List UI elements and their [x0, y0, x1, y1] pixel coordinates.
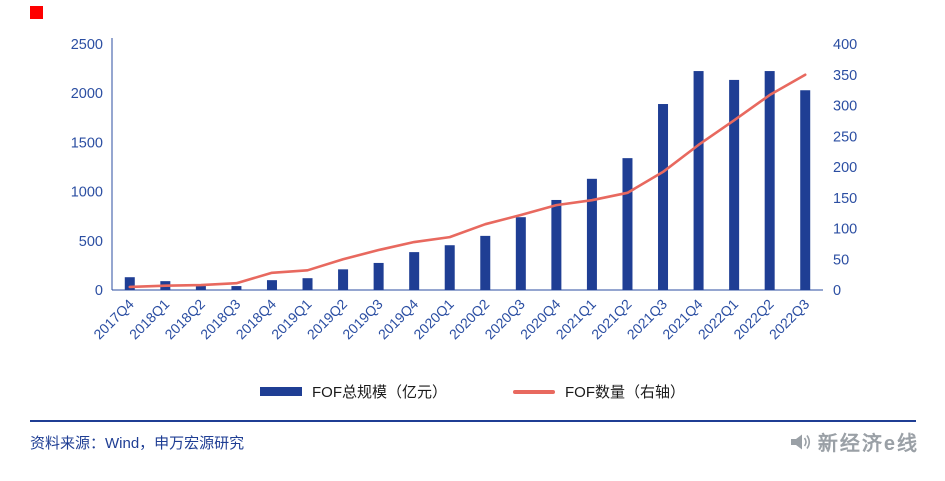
fof-count-line	[128, 73, 807, 289]
bar-2018Q3	[231, 286, 242, 290]
bar-2021Q2	[622, 158, 633, 290]
left-axis-tick-label: 1500	[71, 135, 103, 151]
bar-2022Q1	[729, 79, 740, 290]
bar-2019Q2	[338, 269, 349, 290]
bar-2021Q4	[693, 71, 704, 290]
bar-2019Q1	[302, 278, 313, 290]
line-series-label: FOF数量（右轴）	[565, 384, 685, 401]
left-axis-tick-label: 500	[79, 234, 103, 250]
watermark-logo: 新经济e线	[789, 427, 919, 456]
right-axis-tick-label: 350	[833, 68, 857, 84]
megaphone-icon	[790, 434, 810, 449]
left-axis-tick-label: 0	[95, 283, 103, 299]
x-axis-label-2022Q3: 2022Q3	[766, 296, 813, 343]
bar-2019Q4	[409, 252, 420, 290]
legend-item-bar-series: FOF总规模（亿元）	[260, 381, 447, 402]
bar-series-swatch	[260, 387, 302, 396]
right-axis-tick-label: 150	[833, 191, 857, 207]
bar-2020Q1	[444, 245, 455, 290]
left-axis-tick-label: 2500	[71, 37, 103, 53]
fof-combo-chart: 0 500 1000 1500 2000 2500 0 50 100 150 200 250 300 35…	[71, 37, 857, 343]
bar-2021Q1	[586, 178, 597, 290]
bar-2018Q4	[266, 280, 277, 290]
right-axis-tick-label: 100	[833, 222, 857, 238]
bar-2017Q4	[124, 277, 135, 290]
bar-2020Q4	[551, 199, 562, 290]
source-attribution-text: 资料来源：Wind，申万宏源研究	[30, 435, 245, 452]
right-axis-tick-label: 250	[833, 129, 857, 145]
right-axis-tick-label: 0	[833, 283, 841, 299]
left-axis-tick-label: 2000	[71, 86, 103, 102]
right-axis-tick-label: 200	[833, 160, 857, 176]
right-axis-tick-label: 300	[833, 99, 857, 115]
chart-legend: FOF总规模（亿元） FOF数量（右轴）	[0, 381, 945, 402]
watermark-text: 新经济e线	[817, 433, 919, 455]
bar-2018Q2	[195, 285, 206, 290]
bar-2022Q2	[764, 71, 775, 290]
left-axis-tick-label: 1000	[71, 185, 103, 201]
bar-2021Q3	[658, 104, 669, 290]
bar-2022Q3	[800, 90, 811, 290]
bar-2020Q2	[480, 235, 491, 290]
legend-item-line-series: FOF数量（右轴）	[513, 381, 685, 402]
red-square-marker	[30, 6, 43, 19]
bar-2020Q3	[515, 217, 526, 290]
line-series-swatch	[513, 389, 555, 394]
right-axis-tick-label: 50	[833, 252, 849, 268]
footer-divider-line	[30, 420, 916, 422]
right-axis-tick-label: 400	[833, 37, 857, 53]
bar-2019Q3	[373, 262, 384, 290]
bar-series-label: FOF总规模（亿元）	[312, 384, 447, 401]
